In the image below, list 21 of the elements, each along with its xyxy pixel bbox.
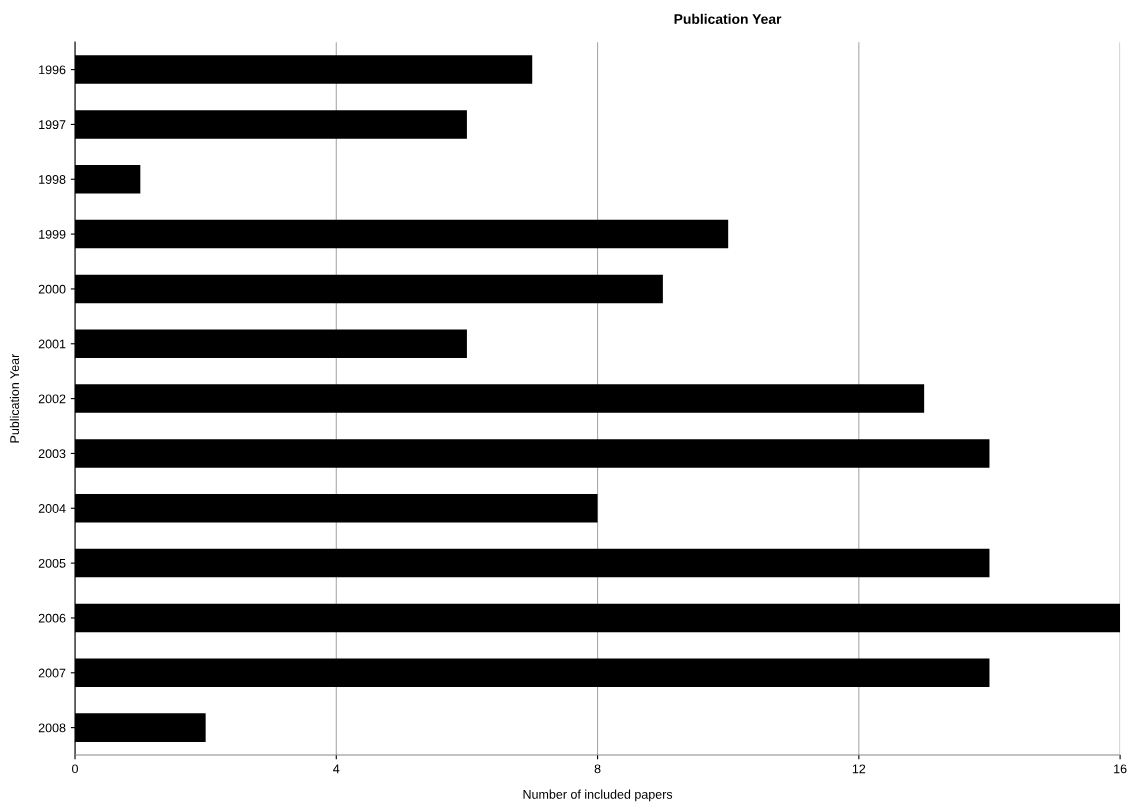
- y-tick-label: 2007: [38, 668, 66, 678]
- y-tick-label: 1997: [39, 120, 66, 130]
- y-tick-label: 2002: [38, 394, 66, 404]
- x-tick-label: 16: [1114, 764, 1127, 774]
- x-tick-label: 12: [852, 764, 866, 774]
- y-tick-label: 1996: [39, 65, 66, 75]
- x-axis-title: Number of included papers: [523, 789, 673, 802]
- y-tick-label: 2006: [38, 613, 66, 623]
- y-tick-label: 2004: [38, 504, 66, 513]
- y-tick-label: 1998: [39, 175, 66, 184]
- y-tick-label: 2008: [38, 723, 66, 733]
- y-tick-label: 1999: [39, 229, 66, 239]
- x-tick-label: 4: [333, 764, 340, 774]
- y-tick-label: 2005: [38, 558, 66, 568]
- y-axis-title: Publication Year: [9, 353, 20, 443]
- x-tick-label: 0: [72, 764, 78, 774]
- y-tick-label: 2001: [38, 339, 66, 349]
- y-tick-label: 2003: [38, 449, 66, 459]
- chart-title: Publication Year: [674, 13, 782, 24]
- x-tick-label: 8: [594, 764, 601, 774]
- y-tick-label: 2000: [38, 284, 66, 294]
